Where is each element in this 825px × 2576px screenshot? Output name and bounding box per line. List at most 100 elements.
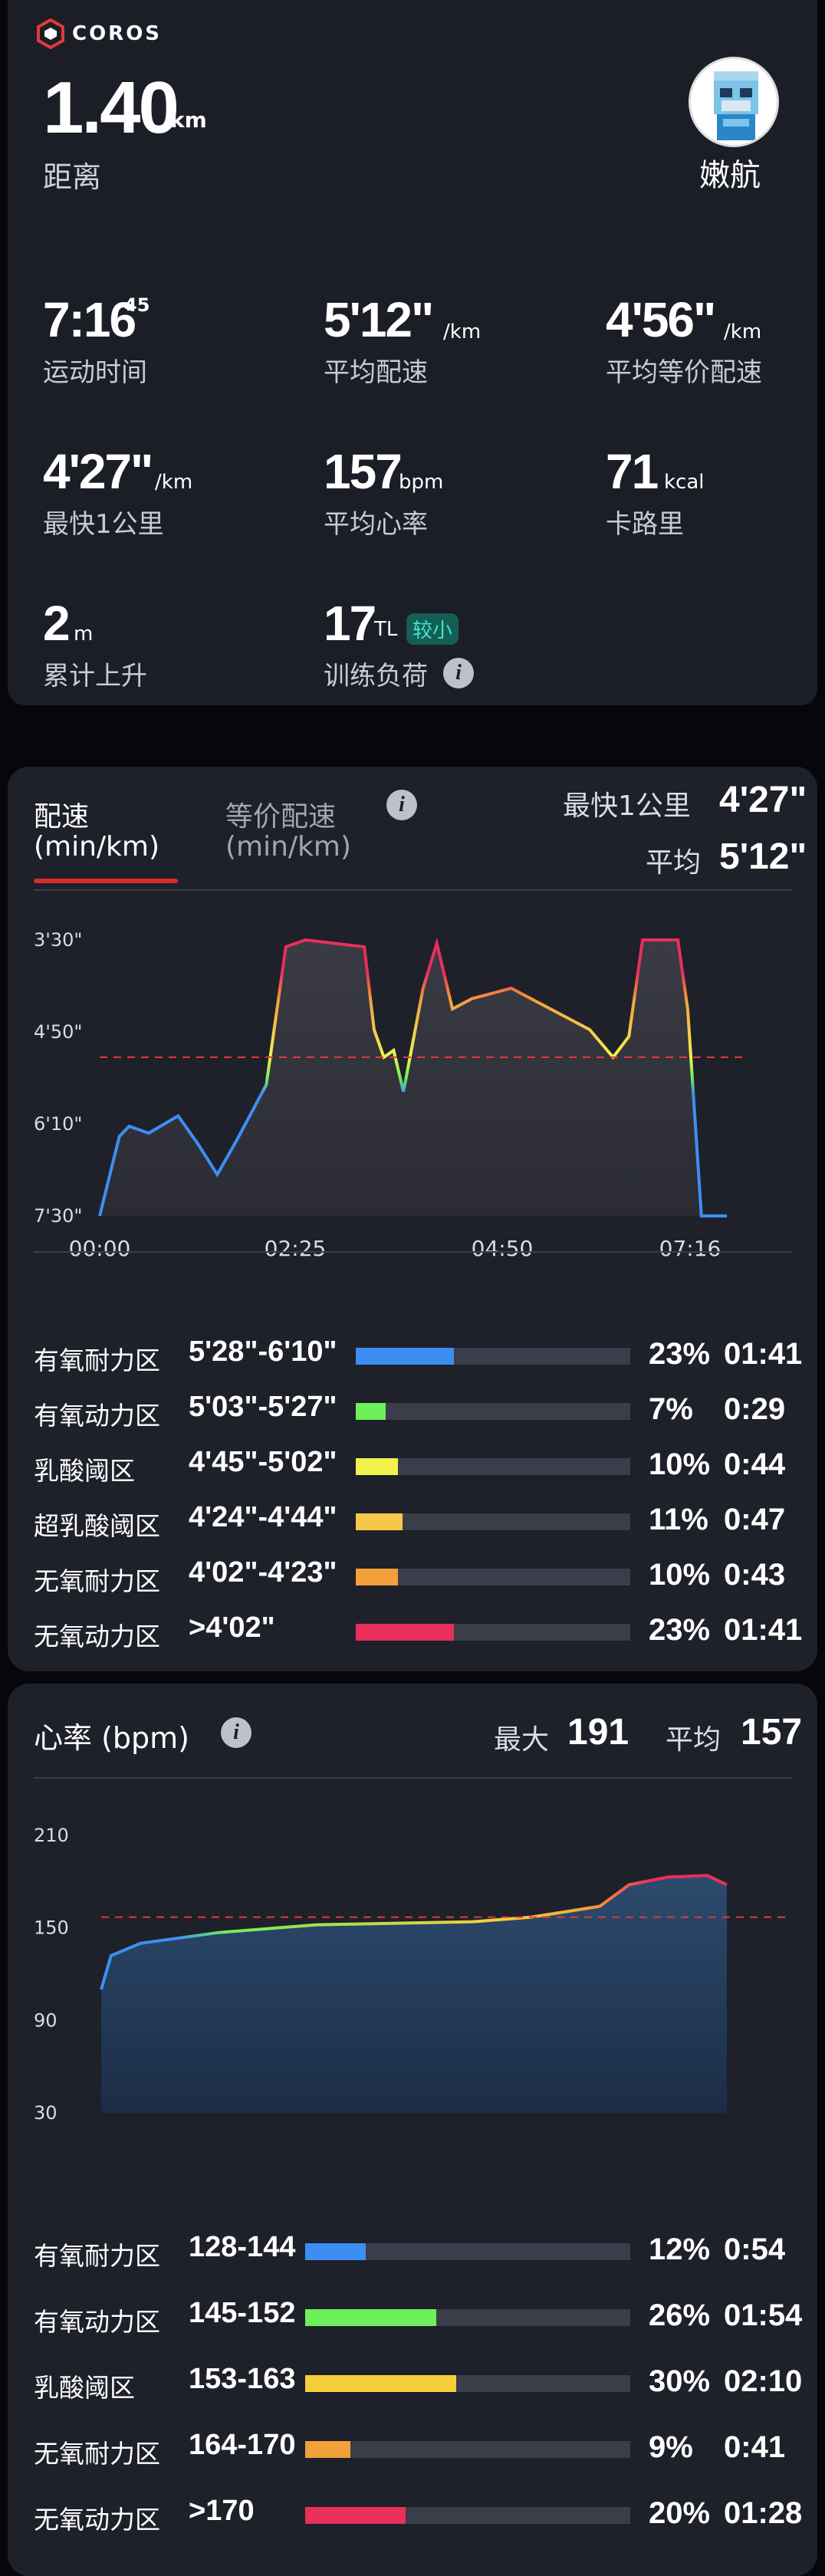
y-tick-label: 210 xyxy=(34,1825,69,1846)
zone-name: 无氧耐力区 xyxy=(34,2439,160,2469)
pace-series-line xyxy=(98,937,727,1217)
hr-area xyxy=(101,1875,727,2113)
avatar-icon xyxy=(714,71,758,140)
divider xyxy=(34,1777,791,1779)
stat-avg-gap-label: 平均等价配速 xyxy=(606,357,762,388)
zone-name: 无氧动力区 xyxy=(34,2505,160,2535)
zone-time: 0:47 xyxy=(724,1503,786,1536)
y-tick-label: 7'30" xyxy=(34,1205,82,1227)
zone-bar-fill xyxy=(305,2375,457,2392)
hr-card xyxy=(8,1684,817,2576)
x-tick-label: 00:00 xyxy=(69,1236,131,1261)
distance-value: 1.40 xyxy=(43,67,179,149)
zone-percent: 20% xyxy=(649,2496,711,2530)
zone-time: 01:41 xyxy=(724,1613,803,1647)
tab-grade-adjusted-pace[interactable]: 等价配速 xyxy=(225,801,337,833)
stat-training-load-value: 17 xyxy=(324,596,376,651)
zone-name: 有氧动力区 xyxy=(34,2307,160,2337)
stat-fastest-km-value: 4'27" xyxy=(43,444,153,499)
zone-range: 164-170 xyxy=(189,2429,296,2461)
stat-training-load-unit: TL xyxy=(374,618,398,641)
stat-elevation-value: 2 xyxy=(43,596,71,651)
zone-percent: 23% xyxy=(649,1337,711,1371)
zone-time: 0:29 xyxy=(724,1392,786,1426)
stat-calories-label: 卡路里 xyxy=(606,509,684,540)
zone-name: 无氧耐力区 xyxy=(34,1566,160,1596)
stat-fastest-km-label: 最快1公里 xyxy=(43,509,164,540)
zone-percent: 9% xyxy=(649,2430,693,2464)
zone-range: >170 xyxy=(189,2495,255,2527)
y-tick-label: 30 xyxy=(34,2102,58,2124)
hr-series-line xyxy=(100,1874,728,1990)
chart-baseline xyxy=(34,1251,791,1253)
zone-time: 0:43 xyxy=(724,1558,786,1592)
y-tick-label: 6'10" xyxy=(34,1113,82,1135)
divider xyxy=(34,889,791,891)
stat-avg-pace-unit: /km xyxy=(443,320,482,343)
zone-range: >4'02" xyxy=(189,1612,275,1644)
zone-range: 4'24"-4'44" xyxy=(189,1501,337,1533)
zone-range: 5'28"-6'10" xyxy=(189,1336,337,1368)
zone-percent: 10% xyxy=(649,1447,711,1481)
zone-bar xyxy=(305,2309,630,2326)
zone-time: 02:10 xyxy=(724,2364,803,2398)
zone-bar-fill xyxy=(356,1458,399,1475)
zone-bar-fill xyxy=(305,2243,366,2260)
info-icon[interactable]: i xyxy=(221,1717,251,1748)
y-tick-label: 150 xyxy=(34,1917,69,1939)
y-tick-label: 90 xyxy=(34,2009,58,2031)
stat-elevation-label: 累计上升 xyxy=(43,661,147,692)
zone-time: 0:44 xyxy=(724,1447,786,1481)
zone-bar xyxy=(356,1458,630,1475)
stat-avg-pace-value: 5'12" xyxy=(324,292,434,347)
info-icon[interactable]: i xyxy=(443,658,474,688)
hr-title: 心率 (bpm) xyxy=(34,1721,189,1755)
tab-pace[interactable]: 配速 xyxy=(34,801,90,833)
zone-percent: 12% xyxy=(649,2233,711,2266)
zone-bar-fill xyxy=(305,2309,436,2326)
brand-logo: COROS xyxy=(35,18,162,49)
zone-range: 5'03"-5'27" xyxy=(189,1391,337,1423)
stat-calories-unit: kcal xyxy=(664,471,705,494)
zone-bar-fill xyxy=(356,1348,454,1365)
zone-name: 超乳酸阈区 xyxy=(34,1511,160,1541)
zone-name: 有氧耐力区 xyxy=(34,2241,160,2271)
zone-percent: 23% xyxy=(649,1613,711,1647)
zone-range: 153-163 xyxy=(189,2363,296,2395)
zone-range: 128-144 xyxy=(189,2231,296,2263)
stat-duration-seconds: 45 xyxy=(124,294,150,316)
avatar[interactable] xyxy=(689,57,779,147)
stat-duration-value: 7:16 xyxy=(43,292,136,347)
zone-percent: 10% xyxy=(649,1558,711,1592)
zone-bar xyxy=(356,1403,630,1420)
zone-bar-fill xyxy=(356,1403,386,1420)
distance-unit: km xyxy=(170,107,207,133)
zone-bar-fill xyxy=(305,2441,351,2458)
avg-pace-label: 平均 xyxy=(646,847,702,879)
tab-pace-unit: (min/km) xyxy=(34,831,160,863)
zone-range: 4'45"-5'02" xyxy=(189,1446,337,1478)
zone-bar-fill xyxy=(356,1624,454,1641)
zone-range: 4'02"-4'23" xyxy=(189,1556,337,1589)
info-icon[interactable]: i xyxy=(386,790,417,820)
avg-pace-value: 5'12" xyxy=(719,836,807,877)
stat-training-load-label: 训练负荷 xyxy=(324,661,428,692)
zone-percent: 11% xyxy=(649,1503,708,1536)
stat-avg-gap-value: 4'56" xyxy=(606,292,716,347)
zone-range: 145-152 xyxy=(189,2297,296,2329)
pace-area xyxy=(100,940,727,1216)
zone-time: 01:54 xyxy=(724,2298,803,2332)
zone-percent: 7% xyxy=(649,1392,693,1426)
zone-percent: 30% xyxy=(649,2364,711,2398)
hr-avg-label: 平均 xyxy=(666,1724,721,1756)
zone-bar-fill xyxy=(356,1569,399,1585)
stat-avg-gap-unit: /km xyxy=(724,320,762,343)
zone-bar-fill xyxy=(356,1513,403,1530)
zone-time: 0:54 xyxy=(724,2233,786,2266)
stat-avg-hr-label: 平均心率 xyxy=(324,509,428,540)
stat-avg-hr-value: 157 xyxy=(324,444,403,499)
training-load-badge: 较小 xyxy=(406,613,459,645)
tab-grade-adjusted-pace-unit: (min/km) xyxy=(225,831,352,863)
zone-bar xyxy=(305,2375,630,2392)
